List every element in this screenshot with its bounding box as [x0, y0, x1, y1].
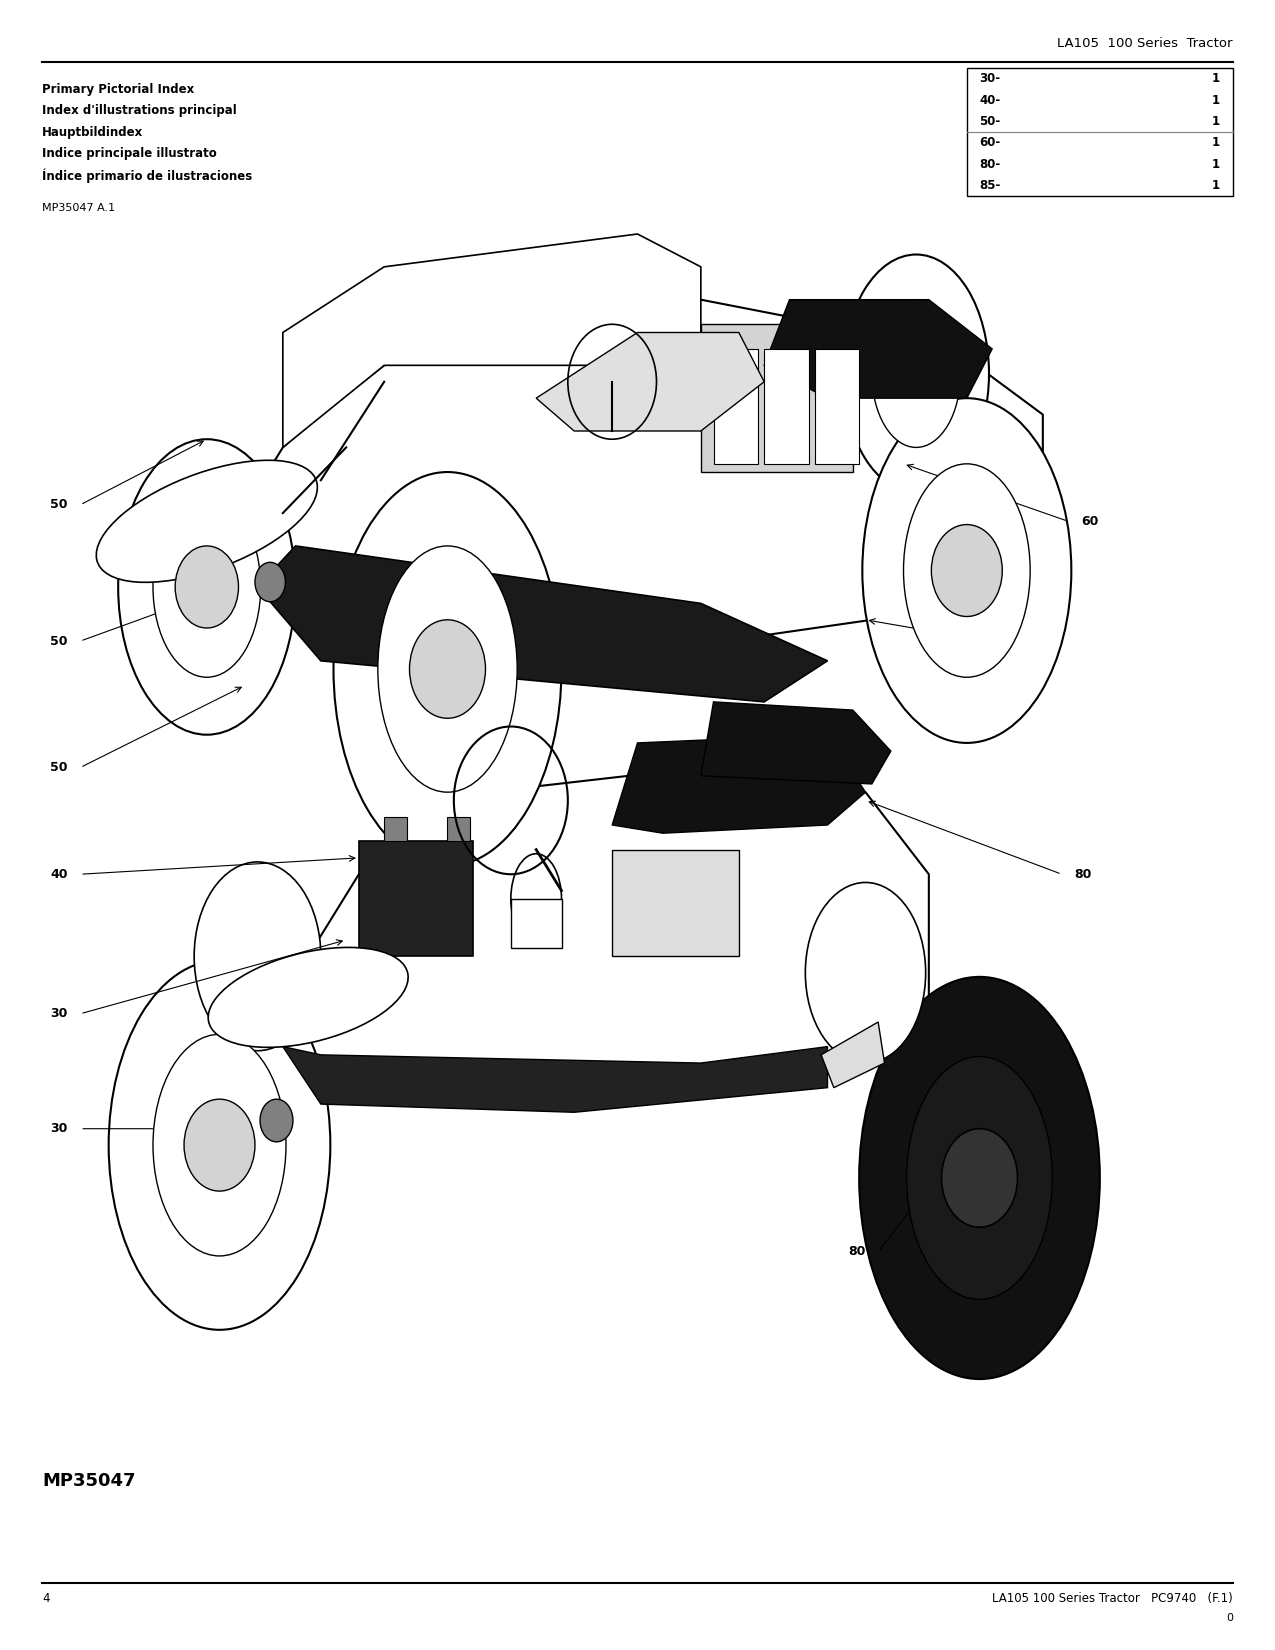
Text: LA105  100 Series  Tractor: LA105 100 Series Tractor: [1057, 38, 1233, 50]
Text: 4: 4: [42, 1592, 50, 1605]
Text: Primary Pictorial Index: Primary Pictorial Index: [42, 82, 194, 96]
Text: 80-: 80-: [979, 158, 1001, 170]
Ellipse shape: [377, 546, 518, 792]
Polygon shape: [764, 300, 992, 398]
Ellipse shape: [153, 1035, 286, 1256]
Text: MP35047: MP35047: [42, 1472, 135, 1490]
Ellipse shape: [862, 398, 1071, 742]
Text: 85-: 85-: [979, 180, 1001, 191]
Text: 1: 1: [1213, 180, 1220, 191]
Text: Hauptbildindex: Hauptbildindex: [42, 125, 143, 139]
Text: MP35047 A.1: MP35047 A.1: [42, 203, 115, 213]
Text: 1: 1: [1213, 158, 1220, 170]
Ellipse shape: [119, 439, 296, 734]
Text: 60-: 60-: [979, 137, 1001, 150]
Polygon shape: [537, 333, 764, 431]
Text: 40-: 40-: [979, 94, 1001, 107]
Polygon shape: [283, 767, 928, 1087]
Ellipse shape: [511, 853, 561, 944]
Text: 1: 1: [1213, 73, 1220, 86]
Text: 30: 30: [50, 1006, 68, 1020]
Ellipse shape: [194, 861, 321, 1051]
Circle shape: [260, 1099, 293, 1142]
Bar: [701, 325, 853, 472]
Text: LA105 100 Series Tractor   PC9740   (F.1): LA105 100 Series Tractor PC9740 (F.1): [992, 1592, 1233, 1605]
Ellipse shape: [97, 460, 317, 582]
Text: 80: 80: [848, 1246, 866, 1259]
Ellipse shape: [872, 300, 960, 447]
Ellipse shape: [859, 977, 1100, 1379]
Text: 30-: 30-: [979, 73, 1001, 86]
Bar: [815, 348, 859, 464]
Ellipse shape: [334, 472, 561, 866]
Polygon shape: [283, 1046, 827, 1112]
Text: Indice principale illustrato: Indice principale illustrato: [42, 147, 217, 160]
Text: 80: 80: [1075, 868, 1091, 881]
Text: Índice primario de ilustraciones: Índice primario de ilustraciones: [42, 168, 252, 183]
Circle shape: [931, 525, 1002, 617]
Circle shape: [409, 620, 486, 718]
Circle shape: [941, 1129, 1017, 1228]
Text: 50: 50: [766, 346, 783, 358]
Text: 30: 30: [50, 1122, 68, 1135]
Text: 50: 50: [50, 761, 68, 774]
Ellipse shape: [153, 497, 260, 676]
Ellipse shape: [907, 1056, 1052, 1300]
Text: 1: 1: [1213, 137, 1220, 150]
Text: 50-: 50-: [979, 116, 1001, 129]
Circle shape: [255, 563, 286, 602]
Bar: [966, 68, 1233, 196]
Ellipse shape: [108, 960, 330, 1330]
Bar: [511, 899, 561, 949]
Ellipse shape: [843, 254, 989, 493]
Bar: [764, 348, 808, 464]
Ellipse shape: [208, 947, 408, 1048]
Text: Index d'illustrations principal: Index d'illustrations principal: [42, 104, 237, 117]
Polygon shape: [232, 300, 1043, 645]
Text: 1: 1: [1213, 94, 1220, 107]
Ellipse shape: [904, 464, 1030, 676]
Text: 1: 1: [1213, 116, 1220, 129]
Text: 60: 60: [1081, 515, 1098, 528]
Text: 85: 85: [973, 630, 991, 644]
Polygon shape: [612, 734, 866, 833]
Text: 50: 50: [50, 635, 68, 648]
Bar: [448, 817, 470, 842]
Ellipse shape: [806, 883, 926, 1063]
Bar: [714, 348, 757, 464]
Polygon shape: [701, 701, 891, 784]
Text: 0: 0: [1225, 1614, 1233, 1624]
Bar: [612, 850, 738, 957]
Bar: [384, 817, 407, 842]
Bar: [358, 842, 473, 957]
Polygon shape: [258, 546, 827, 701]
Circle shape: [175, 546, 238, 629]
Text: 40: 40: [50, 868, 68, 881]
Polygon shape: [283, 234, 701, 447]
Circle shape: [184, 1099, 255, 1191]
Text: 50: 50: [50, 498, 68, 512]
Polygon shape: [821, 1021, 885, 1087]
